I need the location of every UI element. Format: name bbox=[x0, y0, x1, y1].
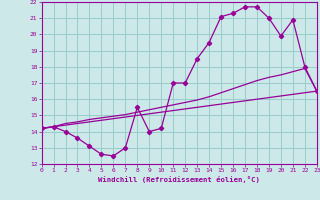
X-axis label: Windchill (Refroidissement éolien,°C): Windchill (Refroidissement éolien,°C) bbox=[98, 176, 260, 183]
